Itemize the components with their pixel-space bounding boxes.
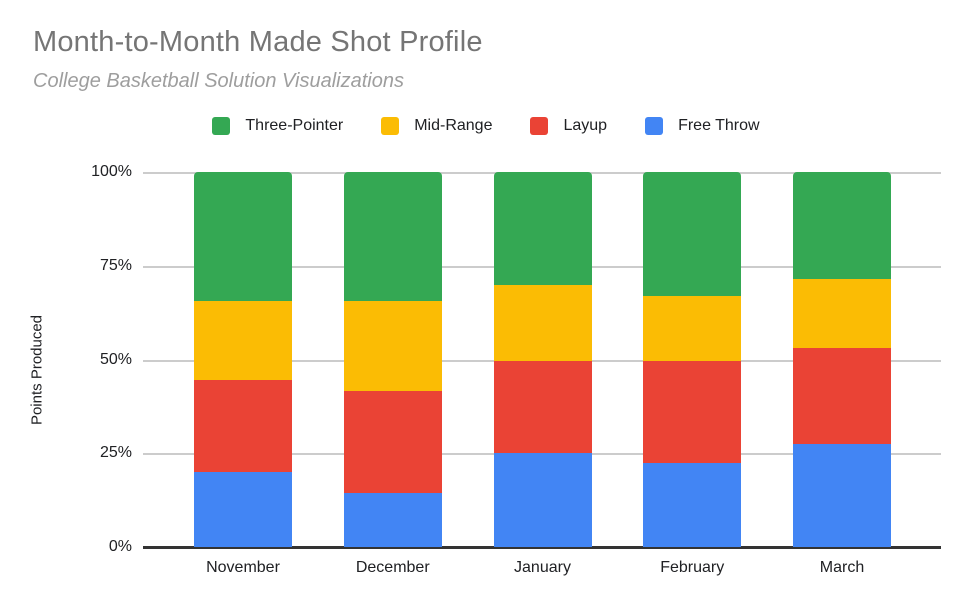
legend-item-mid-range: Mid-Range — [381, 117, 492, 135]
segment-february-free-throw — [643, 462, 742, 547]
segment-december-mid-range — [343, 301, 442, 392]
segment-january-layup — [493, 361, 592, 454]
segment-march-layup — [793, 348, 891, 444]
legend-item-layup: Layup — [530, 117, 607, 135]
legend-item-three-pointer: Three-Pointer — [212, 117, 343, 135]
x-label-march: March — [819, 559, 865, 576]
three-pointer-swatch-icon — [212, 117, 231, 135]
y-tick-100: 100% — [91, 163, 132, 180]
y-tick-50: 50% — [99, 350, 132, 368]
segment-december-free-throw — [343, 492, 442, 547]
bars-row — [194, 172, 891, 547]
page-title: Month-to-Month Made Shot Profile — [33, 26, 483, 58]
bar-december — [343, 172, 442, 547]
x-label-february: February — [660, 559, 725, 576]
segment-march-free-throw — [793, 443, 891, 547]
legend-label: Mid-Range — [414, 117, 493, 134]
bar-march — [793, 172, 891, 547]
y-tick-0: 0% — [108, 538, 132, 555]
x-label-january: January — [514, 559, 571, 576]
layup-swatch-icon — [530, 117, 549, 135]
segment-march-mid-range — [793, 278, 891, 349]
segment-february-mid-range — [643, 295, 742, 362]
mid-range-swatch-icon — [381, 117, 400, 135]
segment-december-layup — [343, 391, 442, 493]
y-axis-title: Points Produced — [28, 314, 46, 426]
legend: Three-Pointer Mid-Range Layup Free Throw — [0, 117, 972, 135]
x-label-november: November — [206, 559, 280, 576]
bar-february — [643, 172, 742, 547]
segment-february-layup — [643, 361, 742, 463]
segment-december-three-pointer — [343, 172, 442, 302]
segment-february-three-pointer — [643, 172, 742, 296]
segment-march-three-pointer — [793, 172, 891, 279]
segment-november-layup — [194, 380, 292, 472]
plot-area — [143, 172, 941, 549]
segment-january-free-throw — [493, 453, 592, 547]
segment-november-three-pointer — [194, 172, 292, 302]
free-throw-swatch-icon — [645, 117, 664, 135]
page-subtitle: College Basketball Solution Visualizatio… — [33, 70, 404, 92]
legend-label: Free Throw — [678, 117, 760, 134]
segment-january-mid-range — [493, 284, 592, 362]
legend-item-free-throw: Free Throw — [645, 117, 760, 135]
y-tick-25: 25% — [99, 444, 132, 462]
segment-november-mid-range — [194, 301, 292, 381]
bar-january — [493, 172, 592, 547]
segment-january-three-pointer — [493, 172, 592, 285]
legend-label: Layup — [563, 117, 608, 134]
legend-label: Three-Pointer — [245, 117, 344, 134]
bar-november — [194, 172, 292, 547]
y-tick-75: 75% — [99, 256, 132, 274]
x-label-december: December — [355, 559, 430, 576]
x-axis-line — [143, 546, 941, 549]
segment-november-free-throw — [194, 472, 292, 547]
